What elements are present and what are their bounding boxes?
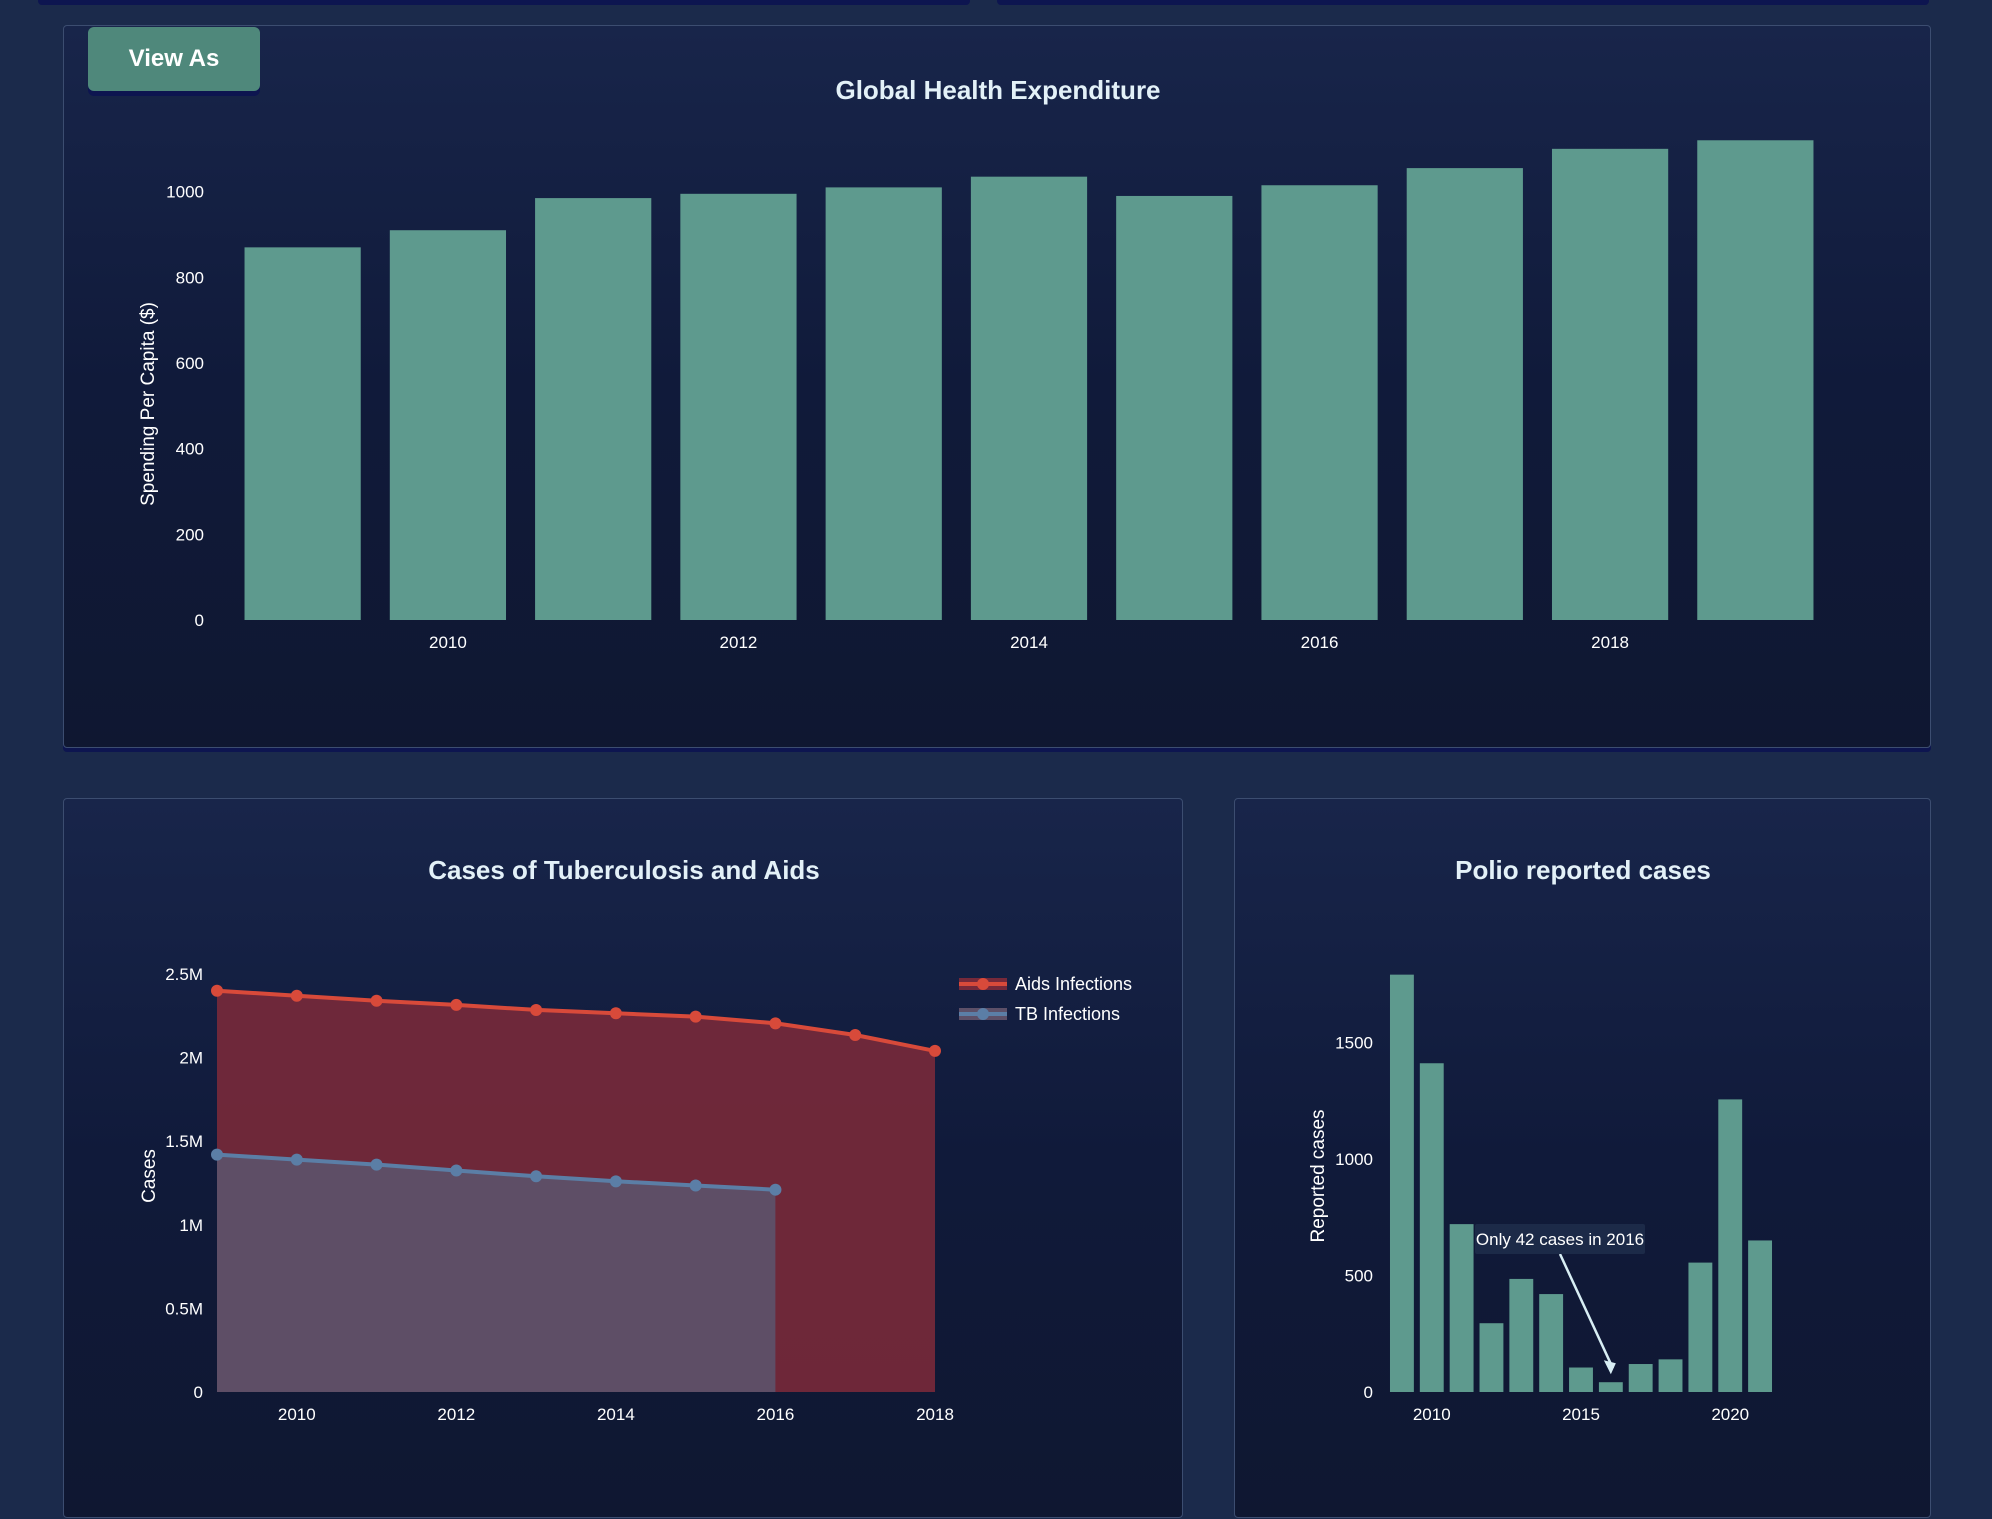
polio-y-tick: 0 bbox=[1364, 1383, 1373, 1402]
polio-bar-2015 bbox=[1569, 1367, 1593, 1392]
polio-bar-2014 bbox=[1539, 1294, 1564, 1392]
polio-x-tick: 2015 bbox=[1562, 1405, 1600, 1424]
tb-aids-y-tick: 2M bbox=[179, 1049, 203, 1068]
polio-bar-2017 bbox=[1628, 1364, 1653, 1392]
tb-aids-x-tick: 2018 bbox=[916, 1405, 954, 1424]
polio-x-tick: 2010 bbox=[1413, 1405, 1451, 1424]
tb-point-2016[interactable] bbox=[769, 1183, 782, 1196]
health-x-tick: 2018 bbox=[1591, 633, 1629, 652]
health-x-tick: 2016 bbox=[1301, 633, 1339, 652]
polio-bar-2012 bbox=[1479, 1323, 1504, 1392]
health-y-tick: 200 bbox=[176, 525, 204, 544]
aids-point-2017[interactable] bbox=[849, 1029, 862, 1042]
health-y-axis-label: Spending Per Capita ($) bbox=[138, 302, 159, 506]
tb-aids-legend: Aids Infections TB Infections bbox=[959, 974, 1132, 1024]
tb-aids-y-tick: 1.5M bbox=[165, 1132, 203, 1151]
health-bar-2012 bbox=[680, 193, 797, 620]
polio-bar-2010 bbox=[1419, 1063, 1444, 1392]
tb-legend-label[interactable]: TB Infections bbox=[1015, 1004, 1120, 1024]
polio-bar-2016 bbox=[1598, 1382, 1623, 1392]
health-y-tick: 600 bbox=[176, 354, 204, 373]
health-chart-title: Global Health Expenditure bbox=[835, 75, 1160, 105]
top-panel-edge-right bbox=[997, 0, 1929, 5]
tb-point-2012[interactable] bbox=[450, 1164, 463, 1177]
health-bar-2016 bbox=[1261, 185, 1378, 620]
aids-line bbox=[216, 988, 936, 1053]
top-panel-edge-left bbox=[38, 0, 970, 5]
tb-aids-y-tick: 1M bbox=[179, 1216, 203, 1235]
polio-bar-2009 bbox=[1389, 974, 1414, 1392]
aids-point-2009[interactable] bbox=[211, 984, 223, 997]
health-x-tick: 2014 bbox=[1010, 633, 1048, 652]
polio-annotation-box bbox=[1475, 1224, 1645, 1254]
tb-aids-x-tick: 2010 bbox=[278, 1405, 316, 1424]
tb-point-2011[interactable] bbox=[370, 1158, 383, 1171]
health-x-tick: 2010 bbox=[429, 633, 467, 652]
polio-x-tick: 2020 bbox=[1711, 1405, 1749, 1424]
health-y-tick: 400 bbox=[176, 440, 204, 459]
polio-bar-2011 bbox=[1449, 1224, 1474, 1392]
health-bar-2010 bbox=[389, 230, 507, 620]
health-y-tick: 0 bbox=[195, 611, 204, 630]
tb-aids-x-tick: 2016 bbox=[757, 1405, 795, 1424]
aids-point-2012[interactable] bbox=[450, 998, 463, 1011]
health-bar-2014 bbox=[970, 176, 1088, 621]
aids-point-2016[interactable] bbox=[769, 1017, 782, 1030]
view-as-button[interactable]: View As bbox=[88, 27, 260, 91]
aids-legend-label[interactable]: Aids Infections bbox=[1015, 974, 1132, 994]
health-bar-2013 bbox=[825, 187, 942, 620]
aids-legend-marker bbox=[977, 978, 989, 990]
health-bar-2018 bbox=[1551, 148, 1669, 620]
aids-point-2010[interactable] bbox=[290, 989, 303, 1002]
tb-aids-y-axis-label: Cases bbox=[139, 1149, 160, 1203]
tb-aids-x-tick: 2014 bbox=[597, 1405, 635, 1424]
polio-y-tick: 1500 bbox=[1335, 1033, 1373, 1052]
tb-aids-panel: Cases of Tuberculosis and Aids 0 0.5M 1M 1.… bbox=[63, 798, 1183, 1518]
polio-y-axis-label: Reported cases bbox=[1308, 1109, 1329, 1242]
polio-bar-2021 bbox=[1748, 1240, 1773, 1392]
polio-panel: Polio reported cases 0 500 1000 1500 2010 20… bbox=[1234, 798, 1931, 1518]
polio-annotation-arrow-line bbox=[1558, 1253, 1614, 1369]
tb-point-2014[interactable] bbox=[609, 1175, 622, 1188]
health-bar-2017 bbox=[1406, 168, 1523, 620]
tb-point-2009[interactable] bbox=[211, 1148, 223, 1161]
polio-bar-2019 bbox=[1688, 1262, 1713, 1392]
health-bar-2009 bbox=[244, 247, 361, 620]
polio-bar-2018 bbox=[1658, 1359, 1683, 1392]
polio-bar-2020 bbox=[1718, 1099, 1743, 1392]
tb-aids-x-tick: 2012 bbox=[437, 1405, 475, 1424]
tb-aids-y-tick: 2.5M bbox=[165, 965, 203, 984]
health-bar-2019 bbox=[1697, 140, 1814, 620]
health-expenditure-chart: Global Health Expenditure 0 200 400 600 800 1… bbox=[138, 75, 1814, 652]
tb-aids-chart: Cases of Tuberculosis and Aids 0 0.5M 1M 1.… bbox=[139, 855, 1132, 1424]
tb-aids-y-tick: 0.5M bbox=[165, 1299, 203, 1318]
health-expenditure-panel: Global Health Expenditure 0 200 400 600 800 1… bbox=[63, 25, 1931, 748]
tb-aids-y-tick: 0 bbox=[194, 1383, 203, 1402]
polio-annotation-text: Only 42 cases in 2016 bbox=[1476, 1230, 1644, 1249]
polio-annotation-arrowhead bbox=[1603, 1360, 1616, 1375]
polio-y-tick: 1000 bbox=[1335, 1150, 1373, 1169]
aids-point-2018[interactable] bbox=[929, 1044, 941, 1057]
health-y-tick: 800 bbox=[176, 268, 204, 287]
polio-chart-title: Polio reported cases bbox=[1455, 855, 1711, 885]
tb-legend-marker bbox=[977, 1008, 989, 1020]
aids-point-2015[interactable] bbox=[689, 1010, 702, 1023]
polio-y-tick: 500 bbox=[1345, 1266, 1373, 1285]
aids-point-2013[interactable] bbox=[530, 1003, 543, 1016]
tb-point-2015[interactable] bbox=[689, 1179, 702, 1192]
health-y-tick: 1000 bbox=[166, 183, 204, 202]
tb-point-2010[interactable] bbox=[290, 1153, 303, 1166]
health-bar-2015 bbox=[1116, 195, 1233, 620]
tb-aids-chart-title: Cases of Tuberculosis and Aids bbox=[428, 855, 820, 885]
polio-bar-2013 bbox=[1509, 1278, 1534, 1392]
tb-area bbox=[217, 1154, 776, 1392]
aids-point-2014[interactable] bbox=[609, 1007, 622, 1020]
aids-point-2011[interactable] bbox=[370, 994, 383, 1007]
tb-point-2013[interactable] bbox=[530, 1170, 543, 1183]
polio-chart: Polio reported cases 0 500 1000 1500 2010 20… bbox=[1308, 855, 1773, 1424]
tb-line bbox=[216, 1152, 776, 1192]
health-bar-2011 bbox=[535, 198, 652, 620]
health-x-tick: 2012 bbox=[720, 633, 758, 652]
